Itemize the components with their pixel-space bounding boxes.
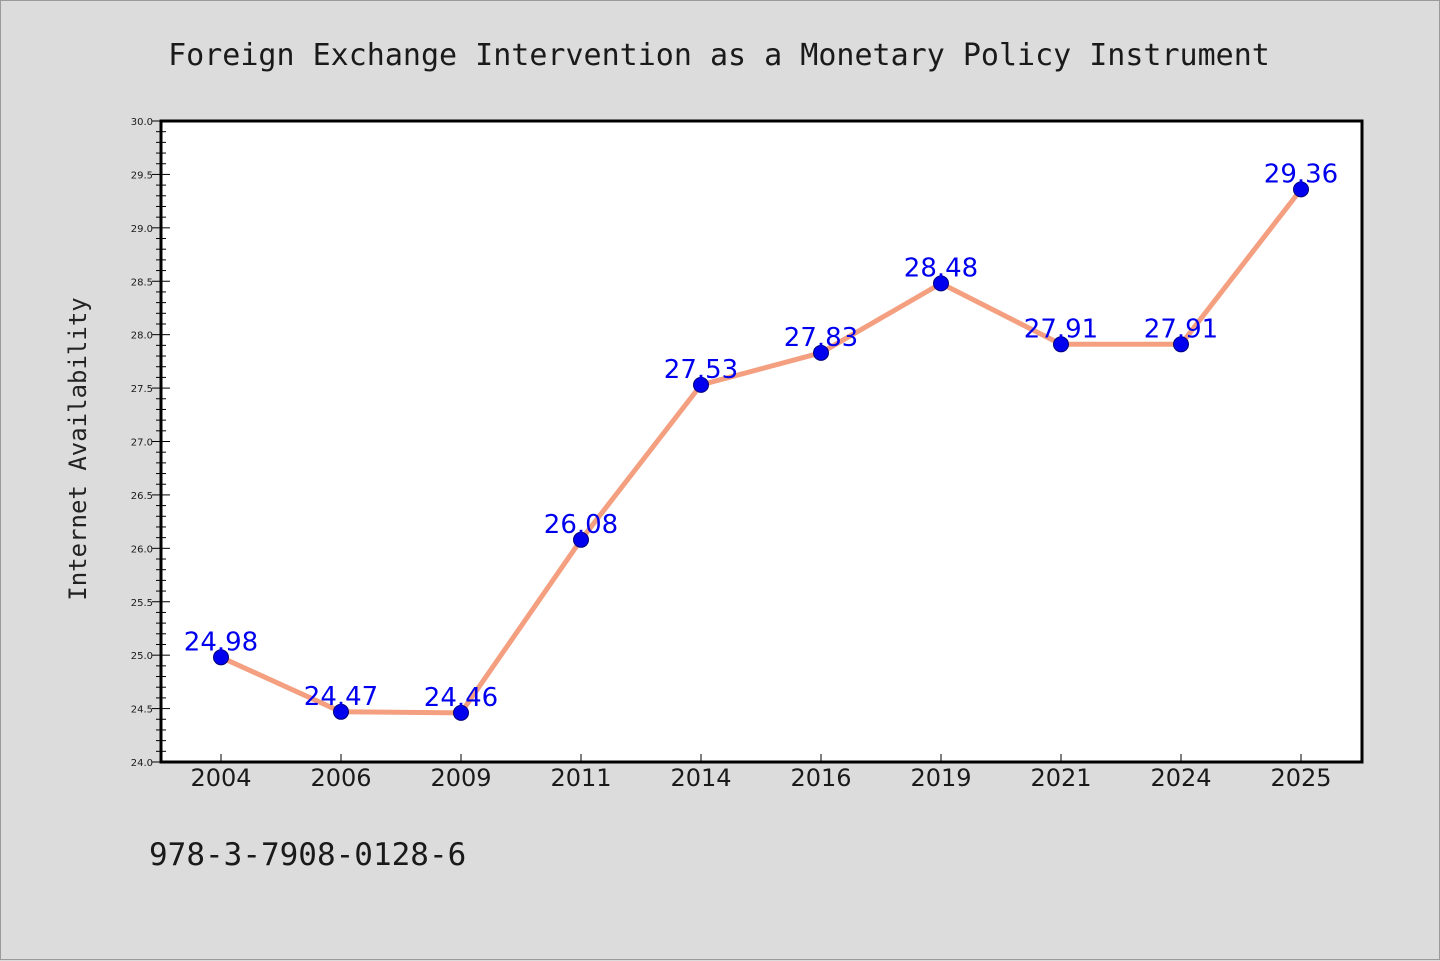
x-tick-label: 2025 <box>1270 764 1331 792</box>
y-tick-label: 26.5 <box>131 491 153 502</box>
y-axis: 24.0 24.5 25.0 25.5 26.0 26.5 27.0 27.5 28.0 28.5… <box>131 117 170 769</box>
data-point <box>213 649 229 666</box>
isbn-footnote: 978-3-7908-0128-6 <box>149 837 466 873</box>
data-point <box>333 703 349 720</box>
data-label: 28.48 <box>904 253 978 283</box>
x-tick-label: 2009 <box>430 764 491 792</box>
y-tick-label: 29.0 <box>131 224 153 235</box>
data-point <box>1173 336 1189 353</box>
chart-title: Foreign Exchange Intervention as a Monet… <box>168 38 1270 73</box>
data-point <box>693 376 709 393</box>
y-tick-label: 30.0 <box>131 117 153 128</box>
plot-border <box>159 119 1364 764</box>
data-label: 24.46 <box>424 683 498 713</box>
plot-area <box>161 121 1362 762</box>
data-point <box>453 704 469 721</box>
y-tick-label: 25.0 <box>131 651 153 662</box>
data-point <box>813 344 829 361</box>
series-line <box>218 186 1304 716</box>
data-points <box>213 181 1309 721</box>
data-label: 24.47 <box>304 682 378 712</box>
y-tick-label: 28.5 <box>131 277 153 288</box>
y-tick-label: 27.5 <box>131 384 153 395</box>
y-tick-label: 26.0 <box>131 544 153 555</box>
x-tick-label: 2014 <box>670 764 731 792</box>
data-labels: 24.98 24.47 24.46 26.08 27.53 27.83 28.48 27.91… <box>184 159 1338 712</box>
x-tick-label: 2019 <box>910 764 971 792</box>
x-tick-label: 2011 <box>550 764 611 792</box>
data-point <box>933 275 949 292</box>
data-point <box>1293 181 1309 198</box>
data-label: 27.83 <box>784 323 858 353</box>
data-label: 27.91 <box>1024 314 1098 344</box>
x-tick-label: 2021 <box>1030 764 1091 792</box>
y-tick-label: 24.5 <box>131 705 153 716</box>
y-tick-label: 28.0 <box>131 331 153 342</box>
data-point <box>573 531 589 548</box>
x-tick-label: 2006 <box>310 764 371 792</box>
data-point <box>1053 336 1069 353</box>
x-tick-label: 2016 <box>790 764 851 792</box>
x-tick-label: 2004 <box>190 764 251 792</box>
y-axis-label: Internet Availability <box>64 297 92 600</box>
data-label: 27.53 <box>664 355 738 385</box>
y-tick-label: 27.0 <box>131 438 153 449</box>
y-tick-label: 25.5 <box>131 598 153 609</box>
data-label: 26.08 <box>544 510 618 540</box>
data-label: 24.98 <box>184 627 258 657</box>
y-tick-label: 24.0 <box>131 758 153 769</box>
x-tick-label: 2024 <box>1150 764 1211 792</box>
data-label: 27.91 <box>1144 314 1218 344</box>
data-label: 29.36 <box>1264 159 1338 189</box>
y-tick-label: 29.5 <box>131 170 153 181</box>
x-axis: 2004 2006 2009 2011 2014 2016 2019 2021 2024 2025 <box>190 754 1332 792</box>
